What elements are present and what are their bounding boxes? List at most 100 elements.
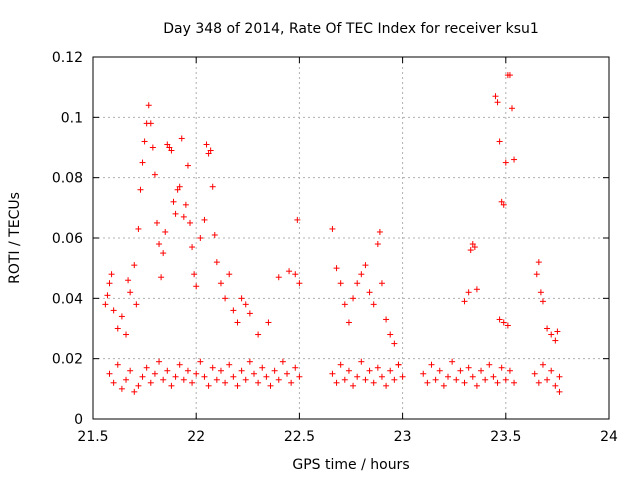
data-point [366, 289, 373, 296]
data-point [544, 325, 551, 332]
data-point [255, 331, 262, 338]
data-point [556, 373, 563, 380]
data-point [511, 156, 518, 163]
x-tick-label: 23.5 [490, 429, 521, 445]
data-point [242, 376, 249, 383]
data-point [288, 379, 295, 386]
data-point [226, 271, 233, 278]
data-point [539, 361, 546, 368]
data-points [102, 72, 563, 395]
data-point [246, 358, 253, 365]
data-point [176, 361, 183, 368]
data-point [118, 385, 125, 392]
data-point [420, 370, 427, 377]
data-point [496, 316, 503, 323]
data-point [168, 382, 175, 389]
data-point [391, 376, 398, 383]
data-point [370, 379, 377, 386]
x-axis-title: GPS time / hours [292, 457, 409, 473]
data-point [383, 382, 390, 389]
data-point [265, 319, 272, 326]
data-point [286, 268, 293, 275]
data-point [284, 370, 291, 377]
data-point [552, 382, 559, 389]
data-point [548, 367, 555, 374]
data-point [230, 373, 237, 380]
axis-ticks [92, 56, 610, 420]
data-point [131, 388, 138, 395]
data-point [143, 364, 150, 371]
data-point [506, 367, 513, 374]
data-point [162, 228, 169, 235]
data-point [139, 373, 146, 380]
data-point [500, 319, 507, 326]
data-point [428, 361, 435, 368]
data-point [399, 373, 406, 380]
data-point [345, 367, 352, 374]
data-point [490, 373, 497, 380]
data-point [217, 367, 224, 374]
data-point [191, 271, 198, 278]
data-point [205, 382, 212, 389]
data-point [164, 141, 171, 148]
data-point [502, 376, 509, 383]
data-point [189, 379, 196, 386]
data-point [296, 280, 303, 287]
y-tick-label: 0.06 [52, 231, 83, 247]
data-point [213, 259, 220, 266]
data-point [131, 262, 138, 269]
y-tick-label: 0.08 [52, 171, 83, 187]
data-point [234, 319, 241, 326]
data-point [424, 379, 431, 386]
data-point [178, 135, 185, 142]
data-point [246, 310, 253, 317]
data-point [333, 265, 340, 272]
data-point [180, 376, 187, 383]
data-point [176, 183, 183, 190]
y-tick-label: 0.1 [61, 110, 83, 126]
data-point [440, 382, 447, 389]
data-point [432, 376, 439, 383]
data-point [114, 325, 121, 332]
data-point [156, 358, 163, 365]
data-point [263, 373, 270, 380]
x-tick-label: 24 [600, 429, 618, 445]
y-axis-title: ROTI / TECUs [7, 192, 23, 284]
data-point [141, 138, 148, 145]
data-point [156, 241, 163, 248]
data-point [341, 376, 348, 383]
x-tick-label: 21.5 [77, 429, 108, 445]
data-point [201, 373, 208, 380]
data-point [137, 186, 144, 193]
data-point [102, 301, 109, 308]
data-point [182, 201, 189, 208]
data-point [222, 379, 229, 386]
y-tick-label: 0.02 [52, 352, 83, 368]
data-point [145, 102, 152, 109]
data-point [203, 141, 210, 148]
data-point [378, 373, 385, 380]
data-point [205, 150, 212, 157]
x-tick-labels: 21.5 22 22.5 23 23.5 24 [77, 429, 618, 445]
data-point [114, 361, 121, 368]
data-point [362, 262, 369, 269]
data-point [548, 331, 555, 338]
data-point [180, 213, 187, 220]
y-tick-label: 0.04 [52, 291, 83, 307]
data-point [391, 340, 398, 347]
y-tick-label: 0 [74, 412, 83, 428]
data-point [498, 198, 505, 205]
data-point [135, 382, 142, 389]
x-tick-label: 22.5 [284, 429, 315, 445]
data-point [226, 361, 233, 368]
data-point [164, 367, 171, 374]
data-point [123, 331, 130, 338]
data-point [478, 367, 485, 374]
plot-frame [92, 56, 610, 420]
data-point [469, 373, 476, 380]
data-point [110, 379, 117, 386]
data-point [275, 376, 282, 383]
data-point [238, 367, 245, 374]
data-point [457, 367, 464, 374]
data-point [383, 316, 390, 323]
